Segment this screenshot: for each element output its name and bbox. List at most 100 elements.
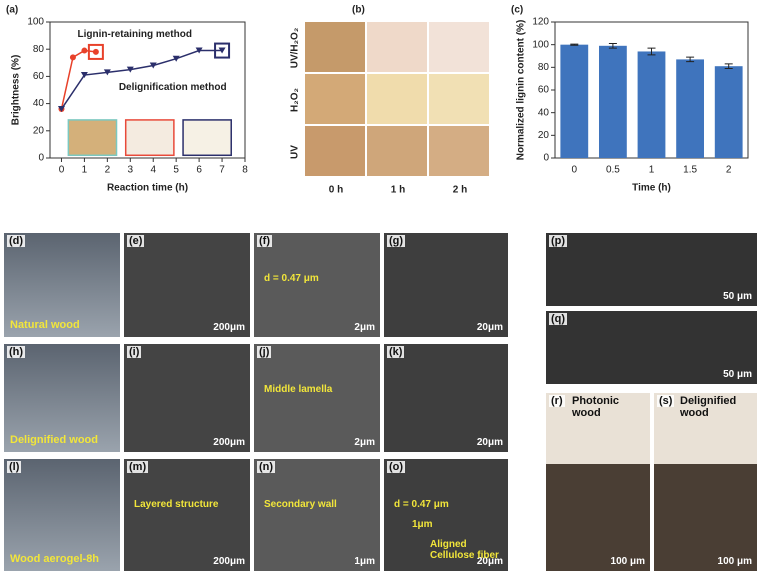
micrograph: (f) 2μm d = 0.47 μm [253, 232, 381, 338]
point [149, 62, 157, 69]
scale-bar-label: 20μm [476, 437, 503, 448]
panel-label: (m) [127, 461, 149, 473]
error-bar [647, 47, 656, 56]
x-tick-label: 3 [128, 165, 134, 176]
panel-label: (g) [387, 235, 406, 247]
point [195, 47, 203, 54]
x-axis-title: Time (h) [632, 183, 671, 194]
panel-label: (l) [7, 461, 22, 473]
panel-label: (c) [511, 5, 523, 16]
micrograph: (l) Wood aerogel-8h [3, 458, 121, 572]
x-axis-title: Reaction time (h) [107, 183, 188, 194]
annotation: d = 0.47 μm [394, 499, 449, 510]
micrograph: (k) 20μm [383, 343, 509, 453]
x-tick-label: 1 [649, 165, 655, 176]
point [57, 106, 65, 113]
caption: Wood aerogel-8h [10, 553, 100, 565]
row-label: UV/H₂O₂ [290, 28, 301, 69]
y-tick-label: 120 [532, 17, 549, 28]
point [172, 55, 180, 62]
y-axis-title: Brightness (%) [11, 55, 22, 126]
series-line [60, 49, 96, 110]
annotation: Layered structure [134, 499, 219, 510]
plot-frame [49, 21, 246, 159]
caption: Delignified wood [680, 395, 737, 419]
x-tick-label: 1 [82, 165, 88, 176]
panel-label: (i) [127, 346, 142, 358]
x-tick-label: 0 [59, 165, 65, 176]
panel-label: (k) [387, 346, 405, 358]
wood-swatch [429, 126, 489, 176]
wood-swatch [367, 126, 427, 176]
bar [714, 66, 743, 158]
panel-label: (j) [257, 346, 272, 358]
scale-bar-label: 100 μm [610, 556, 645, 567]
micrograph: (p) 50 μm [545, 232, 758, 307]
scale-bar-label: 1μm [354, 556, 375, 567]
bar [560, 44, 589, 158]
caption: Photonic wood [572, 395, 620, 419]
scale-bar-label: 20μm [476, 556, 503, 567]
y-tick-label: 60 [33, 71, 45, 82]
panel-label: (f) [257, 235, 272, 247]
point [92, 48, 99, 55]
point [80, 72, 88, 79]
micrograph: (d) Natural wood [3, 232, 121, 338]
micrograph: (e) 200μm [123, 232, 251, 338]
x-tick-label: 6 [196, 165, 202, 176]
y-tick-label: 40 [538, 107, 550, 118]
error-bar [724, 63, 733, 69]
point [126, 66, 134, 73]
panel-label: (p) [549, 235, 568, 247]
scale-bar-label: 50 μm [723, 291, 752, 302]
wood-swatch [305, 74, 365, 124]
panel-label: (q) [549, 313, 568, 325]
panel-label: (o) [387, 461, 406, 473]
scale-bar-label: 200μm [213, 556, 245, 567]
panel-label: (n) [257, 461, 276, 473]
x-tick-label: 5 [173, 165, 179, 176]
y-tick-label: 0 [543, 153, 549, 164]
caption: Natural wood [10, 319, 80, 331]
micrograph: (r) Photonic wood 100 μm [545, 392, 651, 572]
x-tick-label: 8 [242, 165, 248, 176]
y-tick-label: 60 [538, 85, 550, 96]
scale-bar-label: 200μm [213, 437, 245, 448]
x-tick-label: 0.5 [606, 165, 620, 176]
x-tick-label: 4 [150, 165, 156, 176]
y-tick-label: 40 [33, 98, 45, 109]
micrograph: (j) 2μm Middle lamella [253, 343, 381, 453]
inset-photo [124, 119, 175, 157]
micrograph: (h) Delignified wood [3, 343, 121, 453]
y-axis-title: Normalized lignin content (%) [516, 20, 527, 161]
inset-photo [182, 119, 232, 157]
inset-photo [67, 119, 118, 157]
y-tick-label: 80 [33, 44, 45, 55]
series-annotation: Lignin-retaining method [78, 29, 192, 40]
wood-swatch [305, 126, 365, 176]
wood-swatch [429, 22, 489, 72]
x-tick-label: 2 [726, 165, 732, 176]
scale-bar-label: 2μm [354, 322, 375, 333]
micrograph: (i) 200μm [123, 343, 251, 453]
bar [637, 51, 666, 158]
series-annotation: Delignification method [119, 82, 227, 93]
x-tick-label: 1.5 [683, 165, 697, 176]
series-line [60, 49, 223, 110]
wood-swatch [367, 74, 427, 124]
row-label: UV [290, 145, 301, 159]
error-bar [608, 43, 617, 49]
bar [676, 59, 704, 158]
y-tick-label: 20 [33, 125, 45, 136]
y-tick-label: 20 [538, 130, 550, 141]
micrograph: (s) Delignified wood 100 μm [653, 392, 758, 572]
micrograph: (o) 20μm d = 0.47 μm 1μm Aligned Cellulose f… [383, 458, 509, 572]
annotation: Aligned Cellulose fiber [430, 539, 499, 561]
y-tick-label: 100 [27, 17, 44, 28]
panel-label: (d) [7, 235, 26, 247]
highlight-box [87, 43, 104, 60]
y-tick-label: 0 [38, 153, 44, 164]
panel-label: (r) [549, 395, 565, 407]
point [69, 54, 76, 61]
